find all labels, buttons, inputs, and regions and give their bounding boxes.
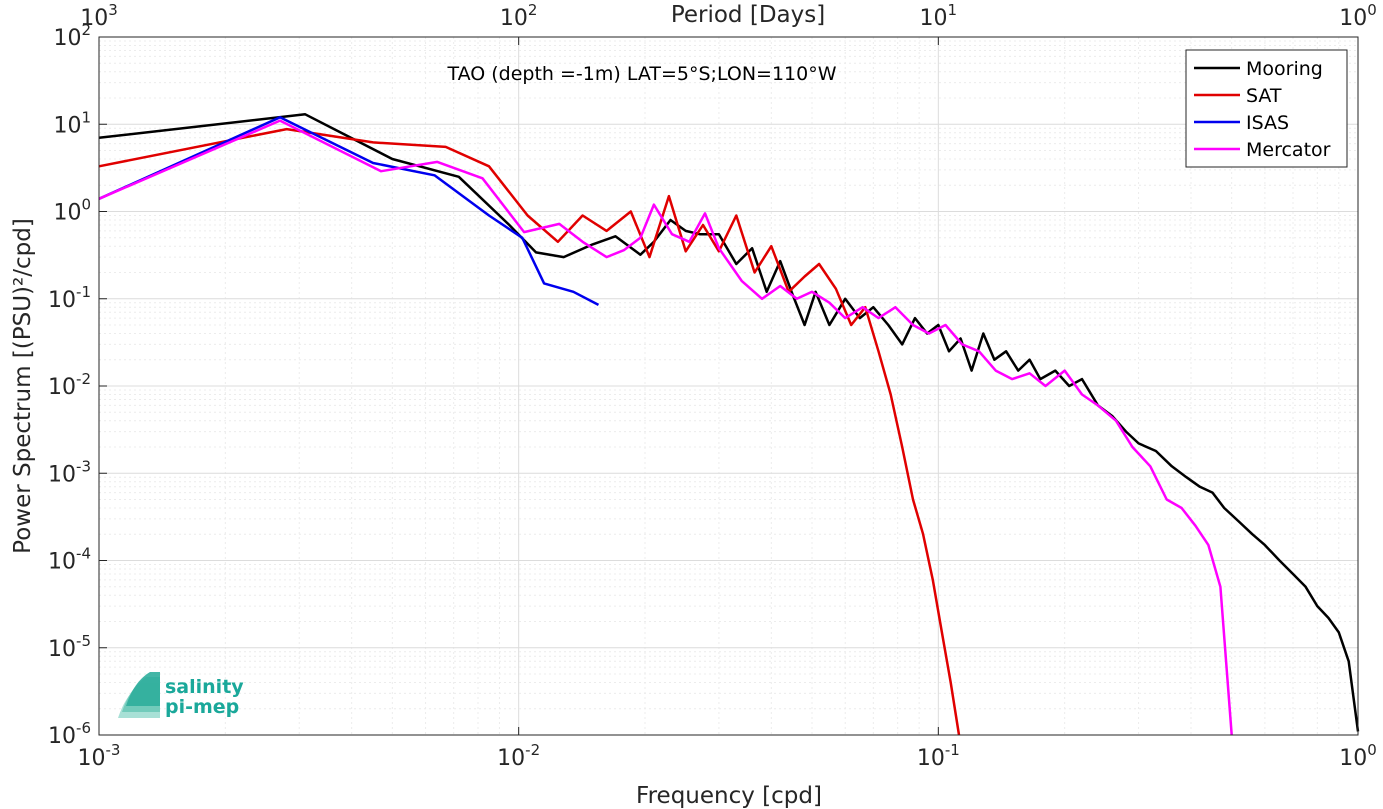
series-line-isas bbox=[98, 116, 600, 307]
top-tick-label: 101 bbox=[920, 1, 958, 31]
top-tick-label: 102 bbox=[500, 1, 538, 31]
legend-label-sat: SAT bbox=[1246, 85, 1282, 107]
series-line-sat bbox=[98, 127, 961, 736]
logo-line1: salinity bbox=[165, 676, 244, 698]
legend-label-mercator: Mercator bbox=[1246, 139, 1331, 161]
top-axis-label: Period [Days] bbox=[671, 2, 825, 28]
grid bbox=[99, 37, 1358, 735]
y-axis-label: Power Spectrum [(PSU)²/cpd] bbox=[10, 218, 36, 554]
x-axis-label: Frequency [cpd] bbox=[636, 783, 822, 809]
y-tick-label: 10-3 bbox=[48, 457, 91, 487]
legend-label-isas: ISAS bbox=[1246, 112, 1289, 134]
salinity-waves-icon bbox=[118, 672, 160, 718]
y-tick-label: 10-5 bbox=[48, 632, 91, 662]
salinity-pi-mep-logo: salinity pi-mep bbox=[118, 672, 244, 718]
series-line-mercator bbox=[98, 119, 1233, 736]
x-tick-label: 100 bbox=[1339, 741, 1377, 771]
legend-label-mooring: Mooring bbox=[1246, 58, 1323, 80]
y-tick-label: 100 bbox=[53, 196, 91, 226]
x-tick-label: 10-2 bbox=[497, 741, 540, 771]
top-tick-label: 103 bbox=[80, 1, 118, 31]
legend-box bbox=[1185, 49, 1348, 168]
logo-line2: pi-mep bbox=[165, 696, 239, 718]
x-tick-label: 10-3 bbox=[78, 741, 121, 771]
y-tick-label: 101 bbox=[53, 108, 91, 138]
x-tick-label: 10-1 bbox=[917, 741, 960, 771]
y-tick-label: 10-1 bbox=[48, 283, 91, 313]
series-line-mooring bbox=[98, 113, 1360, 732]
y-tick-label: 10-4 bbox=[48, 545, 91, 575]
y-tick-label: 10-2 bbox=[48, 370, 91, 400]
top-tick-label: 100 bbox=[1339, 1, 1377, 31]
y-tick-label: 102 bbox=[53, 21, 91, 51]
chart-title: TAO (depth =-1m) LAT=5°S;LON=110°W bbox=[446, 63, 836, 85]
series-lines bbox=[98, 113, 1360, 736]
y-tick-label: 10-6 bbox=[48, 719, 91, 749]
legend: Mooring SAT ISAS Mercator bbox=[1185, 49, 1348, 168]
